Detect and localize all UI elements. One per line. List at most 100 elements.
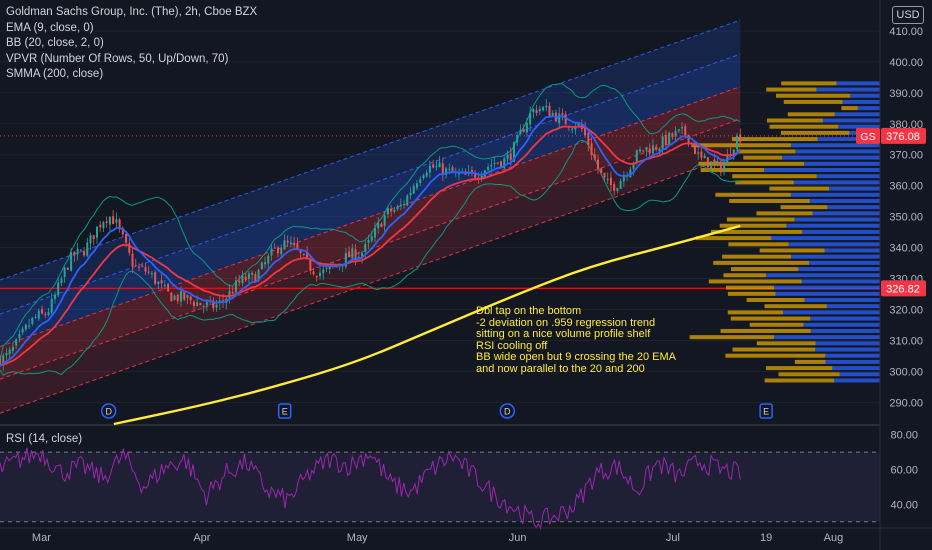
rsi-legend[interactable]: RSI (14, close) [6, 433, 83, 445]
vp-bar-down [726, 217, 795, 222]
vp-bar-down [756, 211, 813, 216]
candle-body [642, 150, 645, 152]
candle-body [655, 146, 658, 150]
candle-body [509, 153, 512, 161]
candle-body [357, 256, 360, 259]
candles [0, 98, 742, 371]
vp-bar-down [698, 161, 805, 166]
vp-bar-down [730, 316, 811, 321]
vp-bar-up [795, 149, 880, 154]
currency-button[interactable]: USD [892, 6, 924, 24]
candle-body [76, 248, 79, 255]
candle-body [684, 126, 687, 135]
candle-body [593, 154, 596, 160]
candle-body [247, 273, 250, 280]
candle-body [619, 181, 622, 189]
candle-body [105, 221, 108, 223]
vp-bar-up [850, 93, 880, 98]
candle-body [661, 136, 664, 150]
candle-body [658, 148, 661, 152]
candle-body [681, 127, 684, 129]
channel-inner-lower [0, 86, 741, 380]
marker-label: D [504, 407, 511, 417]
rsi-pane [0, 447, 880, 531]
earnings-marker [759, 403, 773, 419]
candle-body [147, 271, 150, 273]
candle-body [739, 134, 742, 143]
last-price-value: 376.08 [886, 131, 920, 143]
candle-body [21, 328, 24, 333]
candle-body [616, 188, 619, 192]
candle-body [115, 219, 118, 223]
legend-ema[interactable]: EMA (9, close, 0) [6, 21, 94, 34]
vp-bar-up [815, 347, 880, 352]
candle-body [41, 309, 44, 314]
candle-body [34, 316, 37, 318]
candle-body [66, 267, 69, 270]
candle-body [189, 296, 192, 301]
time-tick-label: Apr [193, 532, 210, 544]
candle-body [587, 133, 590, 146]
candle-body [322, 269, 325, 274]
candle-body [419, 179, 422, 183]
vp-bar-up [798, 267, 880, 272]
candle-body [28, 325, 31, 327]
candle-body [280, 248, 283, 255]
candle-body [480, 175, 483, 179]
candle-body [254, 274, 257, 283]
candle-body [441, 163, 444, 176]
candle-body [677, 129, 680, 131]
candle-body [500, 161, 503, 168]
candle-body [128, 243, 131, 253]
channel-line [0, 53, 741, 315]
candle-body [622, 176, 625, 182]
candle-body [700, 151, 703, 158]
vp-bar-down [732, 137, 818, 142]
smma-line [113, 224, 741, 426]
candle-body [403, 204, 406, 206]
candle-body [15, 339, 18, 346]
chart-legend: Goldman Sachs Group, Inc. (The), 2h, Cbo… [6, 5, 257, 83]
marker-label: E [282, 407, 288, 417]
candle-body [134, 265, 137, 267]
vp-bar-down [713, 260, 810, 265]
legend-bb[interactable]: BB (20, close, 2, 0) [6, 37, 104, 49]
vp-bar-down [743, 155, 783, 160]
legend-title[interactable]: Goldman Sachs Group, Inc. (The), 2h, Cbo… [6, 6, 258, 18]
symbol-badge-label: GS [860, 131, 875, 143]
candle-body [551, 113, 554, 116]
candle-body [490, 164, 493, 167]
candle-body [186, 295, 189, 298]
candle-body [632, 162, 635, 170]
candle-body [264, 262, 267, 265]
candle-body [180, 291, 183, 302]
candle-body [648, 148, 651, 154]
candle-body [150, 273, 153, 275]
vp-bar-up [857, 106, 880, 111]
price-tick-label: 380.00 [889, 119, 923, 131]
rsi-tick-label: 80.00 [890, 430, 918, 442]
vp-bar-up [801, 279, 880, 284]
candle-body [11, 346, 14, 351]
candle-body [538, 108, 541, 112]
candle-body [590, 143, 593, 156]
vp-bar-up [782, 155, 880, 160]
vp-bar-up [774, 335, 880, 340]
vp-bar-up [771, 236, 880, 241]
candle-body [144, 267, 147, 272]
candle-body [736, 135, 739, 149]
legend-vpvr[interactable]: VPVR (Number Of Rows, 50, Up/Down, 70) [6, 52, 229, 65]
vp-bar-down [764, 378, 835, 383]
channel-line [0, 152, 741, 414]
text-annotation[interactable]: Dbl tap on the bottom -2 deviation on .9… [476, 305, 676, 375]
candle-body [597, 159, 600, 169]
vp-bar-down [749, 322, 804, 327]
candle-body [228, 290, 231, 299]
candle-body [380, 223, 383, 228]
legend-smma[interactable]: SMMA (200, close) [6, 68, 104, 80]
candle-body [89, 235, 92, 244]
candle-body [270, 248, 273, 256]
vp-bar-up [802, 229, 880, 234]
candle-body [125, 234, 128, 243]
